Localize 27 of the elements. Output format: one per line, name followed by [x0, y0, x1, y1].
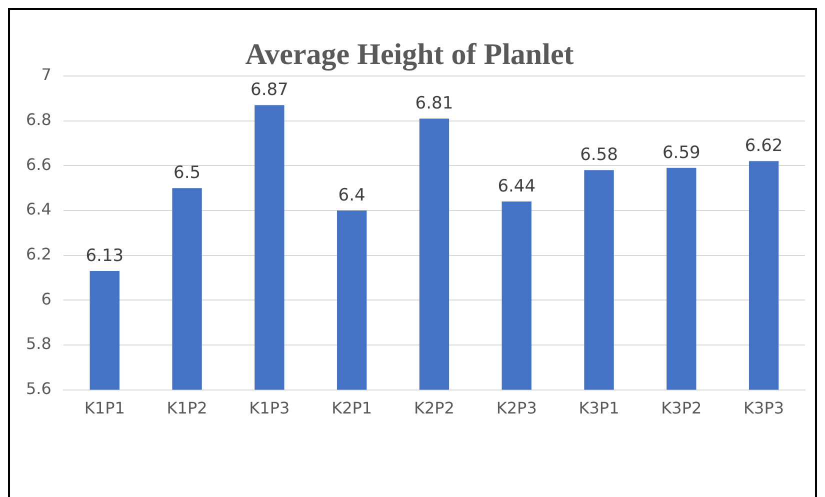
x-tick-label: K2P3 — [496, 398, 537, 418]
data-label: 6.87 — [250, 80, 288, 100]
x-tick-label: K3P1 — [578, 398, 620, 418]
y-tick-label: 5.8 — [26, 334, 52, 354]
data-label: 6.81 — [415, 94, 454, 114]
y-tick-label: 6.8 — [26, 110, 52, 129]
x-tick-label: K3P2 — [661, 398, 702, 418]
x-tick-label: K2P1 — [332, 398, 372, 418]
x-tick-label: K1P3 — [249, 398, 290, 418]
y-tick-label: 5.6 — [26, 378, 52, 398]
data-label: 6.44 — [498, 176, 536, 196]
x-tick-label: K1P1 — [84, 398, 125, 418]
y-tick-label: 6.6 — [26, 154, 52, 174]
y-tick-label: 7 — [41, 65, 52, 84]
chart-title: Average Height of Planlet — [245, 38, 574, 71]
y-tick-label: 6.4 — [26, 200, 52, 219]
y-tick-label: 6 — [41, 289, 52, 308]
data-label: 6.62 — [744, 136, 783, 156]
x-tick-label: K1P2 — [166, 398, 208, 418]
data-label: 6.59 — [662, 142, 700, 163]
data-label: 6.5 — [174, 162, 201, 183]
data-label: 6.13 — [86, 246, 124, 266]
y-tick-label: 6.2 — [26, 244, 52, 264]
data-label: 6.58 — [580, 145, 618, 166]
x-tick-label: K2P2 — [414, 398, 454, 418]
x-tick-label: K3P3 — [744, 398, 784, 418]
data-label: 6.4 — [338, 185, 366, 206]
